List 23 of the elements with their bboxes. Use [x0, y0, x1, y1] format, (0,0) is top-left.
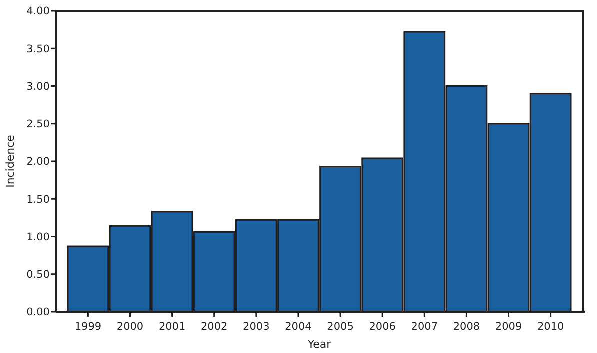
x-tick-label: 2003	[243, 321, 270, 333]
x-tick-label: 2001	[158, 321, 186, 333]
x-tick-label: 2010	[537, 321, 564, 333]
x-tick-label: 2009	[495, 321, 522, 333]
x-tick-label: 1999	[74, 321, 102, 333]
y-tick-label: 2.50	[26, 118, 50, 131]
x-tick-label: 2008	[453, 321, 480, 333]
x-tick-label: 2005	[327, 321, 354, 333]
x-tick-label: 2002	[200, 321, 228, 333]
x-tick-label: 2006	[369, 321, 396, 333]
y-tick-label: 4.00	[26, 6, 50, 18]
x-tick-label: 2000	[116, 321, 144, 333]
y-axis-title: Incidence	[4, 134, 17, 188]
y-tick-label: 3.50	[26, 43, 50, 56]
x-tick-label: 2007	[411, 321, 438, 333]
y-tick-label: 2.00	[26, 156, 50, 168]
y-tick-label: 3.00	[26, 80, 50, 93]
y-tick-label: 1.00	[26, 231, 50, 244]
x-tick-label: 2004	[285, 321, 312, 333]
y-tick-label: 0.50	[26, 269, 50, 282]
y-tick-label: 1.50	[26, 194, 50, 206]
x-axis-title: Year	[306, 338, 332, 351]
y-tick-label: 0.00	[26, 306, 50, 319]
